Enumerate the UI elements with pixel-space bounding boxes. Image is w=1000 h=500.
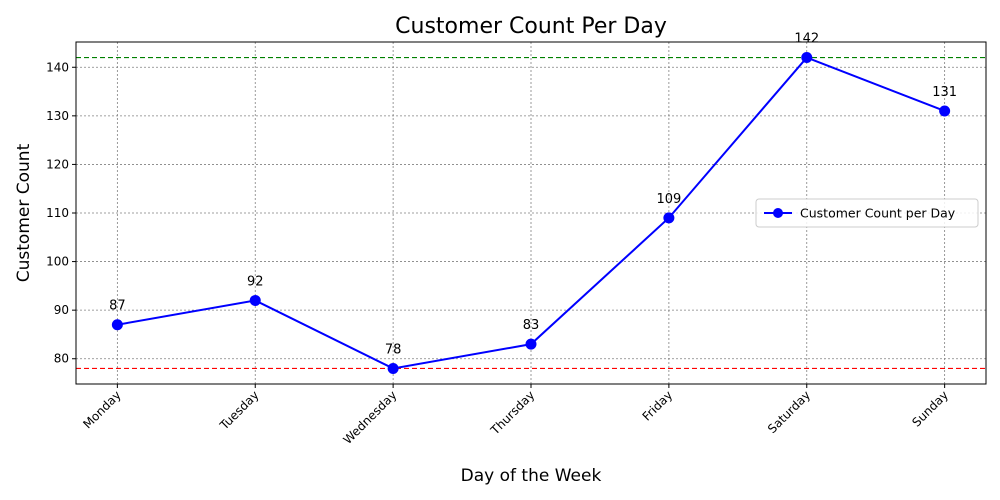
data-labels: 87 92 78 83 109 142 131 — [109, 32, 957, 358]
x-tick-label: Friday — [640, 388, 676, 424]
data-point — [249, 294, 261, 306]
data-label: 131 — [932, 85, 957, 100]
x-tick-label: Wednesday — [340, 388, 399, 447]
y-tick-label: 140 — [46, 60, 69, 74]
x-tick-label: Thursday — [487, 388, 537, 438]
x-tick-label: Tuesday — [216, 388, 261, 433]
data-point — [663, 212, 675, 224]
data-label: 92 — [247, 274, 264, 289]
y-tick-label: 110 — [46, 206, 69, 220]
legend-label: Customer Count per Day — [800, 206, 956, 221]
chart-title: Customer Count Per Day — [395, 14, 667, 39]
data-point — [387, 362, 399, 374]
legend: Customer Count per Day — [755, 198, 979, 228]
y-axis-ticks: 80 90 100 110 120 130 140 — [46, 60, 76, 366]
y-axis-title: Customer Count — [14, 143, 34, 282]
x-tick-label: Monday — [80, 388, 123, 431]
x-axis-ticks: Monday Tuesday Wednesday Thursday Friday Satu… — [80, 384, 951, 447]
y-tick-label: 80 — [54, 352, 69, 366]
data-label: 78 — [385, 342, 402, 357]
data-point — [525, 338, 537, 350]
data-point — [939, 105, 951, 117]
grid — [76, 42, 986, 384]
data-label: 142 — [794, 32, 819, 47]
data-label: 87 — [109, 299, 126, 314]
data-label: 109 — [656, 192, 681, 207]
x-tick-label: Sunday — [909, 388, 951, 430]
y-tick-label: 130 — [46, 109, 69, 123]
series — [111, 52, 951, 374]
data-label: 83 — [523, 318, 540, 333]
x-axis-title: Day of the Week — [461, 466, 602, 486]
x-tick-label: Saturday — [765, 388, 813, 436]
y-tick-label: 100 — [46, 255, 69, 269]
data-point — [801, 52, 813, 64]
y-tick-label: 120 — [46, 157, 69, 171]
legend-box — [755, 198, 979, 228]
y-tick-label: 90 — [54, 303, 69, 317]
legend-marker — [773, 208, 783, 218]
data-point — [111, 319, 123, 331]
